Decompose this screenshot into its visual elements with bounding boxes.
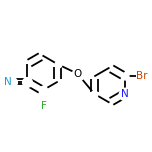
Text: N: N bbox=[4, 77, 12, 87]
Text: O: O bbox=[73, 69, 82, 79]
Text: F: F bbox=[41, 101, 47, 111]
Text: N: N bbox=[121, 89, 128, 99]
Text: Br: Br bbox=[136, 71, 148, 81]
